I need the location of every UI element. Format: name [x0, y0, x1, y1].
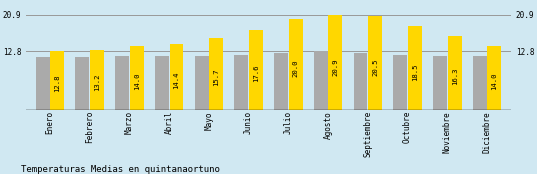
Bar	[50, 52, 64, 110]
Bar	[194, 56, 208, 110]
Bar	[75, 57, 89, 110]
Text: 14.4: 14.4	[173, 72, 179, 89]
Bar	[170, 44, 184, 110]
Text: Temperaturas Medias en quintanaortuno: Temperaturas Medias en quintanaortuno	[21, 165, 220, 174]
Text: 20.5: 20.5	[372, 59, 378, 76]
Bar	[274, 53, 288, 110]
Text: 13.2: 13.2	[94, 74, 100, 91]
Bar	[289, 19, 303, 110]
Text: 14.0: 14.0	[491, 72, 497, 90]
Text: 12.8: 12.8	[54, 75, 60, 92]
Bar	[473, 56, 487, 110]
Bar	[368, 16, 382, 110]
Bar	[433, 56, 447, 110]
Bar	[130, 46, 144, 110]
Bar	[408, 26, 422, 110]
Text: 15.7: 15.7	[213, 69, 219, 86]
Bar	[35, 57, 49, 110]
Bar	[393, 55, 407, 110]
Text: 18.5: 18.5	[412, 63, 418, 81]
Text: 20.9: 20.9	[332, 58, 338, 76]
Text: 14.0: 14.0	[134, 72, 140, 90]
Text: 20.0: 20.0	[293, 60, 299, 77]
Bar	[234, 55, 248, 110]
Text: 16.3: 16.3	[452, 68, 458, 85]
Bar	[90, 50, 104, 110]
Bar	[329, 15, 343, 110]
Bar	[314, 52, 328, 110]
Bar	[448, 35, 462, 110]
Bar	[155, 56, 169, 110]
Bar	[249, 30, 263, 110]
Bar	[115, 56, 129, 110]
Bar	[488, 46, 502, 110]
Bar	[353, 53, 367, 110]
Bar	[209, 38, 223, 110]
Text: 17.6: 17.6	[253, 65, 259, 82]
